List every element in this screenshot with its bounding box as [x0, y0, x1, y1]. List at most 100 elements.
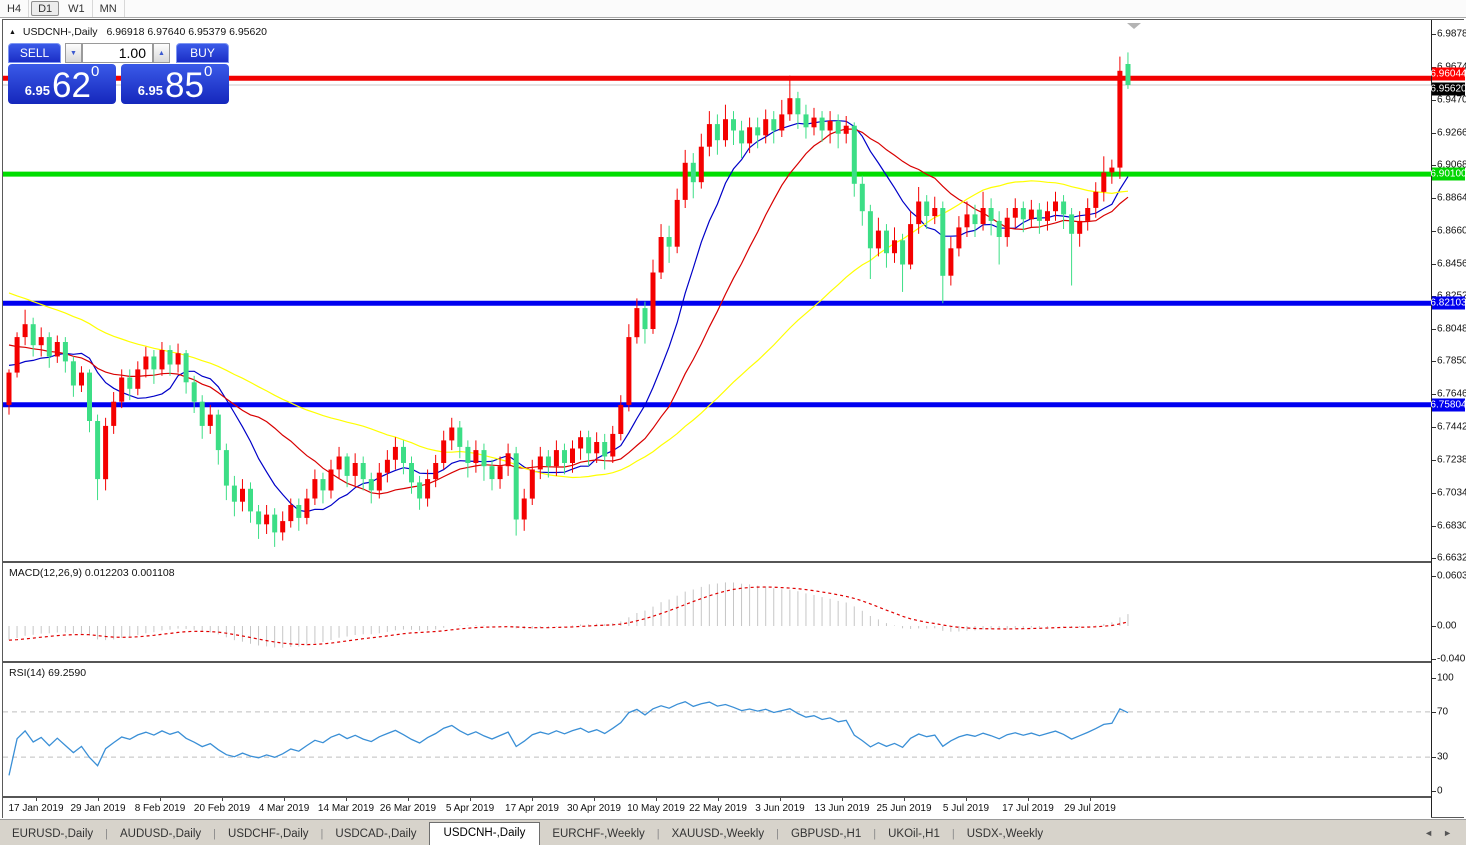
sell-price-button[interactable]: 6.95 62 0 — [8, 64, 116, 104]
sell-price-big: 62 — [52, 66, 91, 105]
macd-label: MACD(12,26,9) 0.012203 0.001108 — [9, 567, 175, 579]
date-tick-label: 30 Apr 2019 — [567, 803, 621, 814]
rsi-axis-tick — [1432, 791, 1436, 792]
timeframe-button-d1[interactable]: D1 — [31, 1, 60, 16]
date-tick-mark — [594, 798, 595, 801]
price-label: 6.90680 — [1437, 159, 1466, 171]
rsi-axis-label: 100 — [1437, 672, 1454, 684]
date-tick-label: 17 Apr 2019 — [505, 803, 559, 814]
price-label: 6.68300 — [1437, 520, 1466, 532]
volume-increase-button[interactable]: ▲ — [153, 43, 170, 63]
date-tick-mark — [160, 798, 161, 801]
date-tick-label: 8 Feb 2019 — [134, 803, 186, 814]
rsi-axis-tick — [1432, 757, 1436, 759]
buy-price-button[interactable]: 6.95 85 0 — [121, 64, 229, 104]
tabs-scroll-left-icon[interactable]: ◄ — [1424, 828, 1434, 838]
date-tick-mark — [780, 798, 781, 801]
chart-tab-xauusdweekly[interactable]: XAUUSD-,Weekly — [671, 828, 765, 840]
date-tick-label: 4 Mar 2019 — [258, 803, 310, 814]
one-click-trading-panel: SELL ▼ 1.00 ▲ BUY 6.95 62 0 6.95 85 0 — [8, 43, 232, 104]
tab-divider: | — [105, 828, 109, 840]
chart-tab-eurchfweekly[interactable]: EURCHF-,Weekly — [552, 828, 645, 840]
timeframe-button-w1[interactable]: W1 — [61, 0, 93, 17]
date-tick-mark — [284, 798, 285, 801]
timeframe-button-mn[interactable]: MN — [93, 0, 125, 17]
date-tick-mark — [470, 798, 471, 801]
date-tick-mark — [718, 798, 719, 801]
rsi-axis-label: 30 — [1437, 751, 1449, 763]
chart-tab-audusddaily[interactable]: AUDUSD-,Daily — [120, 828, 202, 840]
macd-axis-label: 0.00 — [1437, 620, 1457, 632]
macd-chart — [8, 582, 1129, 648]
macd-pane[interactable]: MACD(12,26,9) 0.012203 0.001108 — [3, 561, 1431, 661]
main-chart-pane[interactable]: ▲ USDCNH-,Daily 6.96918 6.97640 6.95379 … — [3, 20, 1431, 561]
collapse-arrow-icon[interactable]: ▲ — [9, 29, 16, 36]
rsi-axis-label: 70 — [1437, 706, 1449, 718]
chart-tab-usdchfdaily[interactable]: USDCHF-,Daily — [228, 828, 309, 840]
price-axis[interactable]: 6.98780 6.96740 6.94700 6.92660 6.90680 6.886… — [1430, 20, 1466, 817]
buy-button[interactable]: BUY — [176, 43, 229, 63]
tabs-scroll-right-icon[interactable]: ► — [1443, 828, 1452, 838]
date-tick-mark — [36, 798, 37, 801]
date-tick-mark — [904, 798, 905, 801]
price-label: 6.96740 — [1437, 61, 1466, 72]
chart-window: ▲ USDCNH-,Daily 6.96918 6.97640 6.95379 … — [2, 19, 1466, 819]
price-badge: 6.95620 — [1430, 82, 1466, 96]
rsi-label: RSI(14) 69.2590 — [9, 667, 87, 679]
chart-tab-gbpusdh1[interactable]: GBPUSD-,H1 — [790, 828, 862, 840]
sell-button[interactable]: SELL — [8, 43, 61, 63]
price-label: 6.84560 — [1437, 258, 1466, 269]
price-tick — [1432, 361, 1436, 363]
ohlc-values: 6.96918 6.97640 6.95379 6.95620 — [106, 26, 268, 38]
tab-divider: | — [951, 828, 955, 840]
date-tick-mark — [842, 798, 843, 801]
chart-tab-eurusddaily[interactable]: EURUSD-,Daily — [12, 828, 94, 840]
volume-input[interactable]: 1.00 — [82, 43, 153, 63]
date-tick-mark — [1090, 798, 1091, 801]
timeframe-button-h4[interactable]: H4 — [0, 0, 30, 17]
price-tick — [1432, 263, 1436, 265]
price-badge: 6.96044 — [1430, 67, 1466, 81]
price-tick — [1432, 460, 1436, 462]
chart-tab-usdxweekly[interactable]: USDX-,Weekly — [966, 828, 1044, 840]
price-label: 6.88640 — [1437, 192, 1466, 204]
price-label: 6.78500 — [1437, 355, 1466, 367]
date-tick-label: 10 May 2019 — [627, 803, 685, 814]
date-tick-label: 13 Jun 2019 — [814, 803, 870, 814]
price-tick — [1432, 525, 1436, 527]
chart-tab-ukoilh1[interactable]: UKOil-,H1 — [888, 828, 940, 840]
price-tick — [1432, 197, 1436, 199]
candlestick-chart[interactable] — [3, 20, 1431, 561]
date-tick-label: 5 Apr 2019 — [445, 803, 495, 814]
tab-divider: | — [873, 828, 877, 840]
price-label: 6.74420 — [1437, 421, 1466, 433]
date-tick-label: 14 Mar 2019 — [317, 803, 375, 814]
price-label: 6.70340 — [1437, 487, 1466, 499]
price-tick — [1432, 557, 1436, 559]
price-tick — [1432, 66, 1436, 68]
tab-divider: | — [320, 828, 324, 840]
buy-price-sup: 0 — [203, 63, 213, 80]
rsi-axis-label: 0 — [1437, 785, 1443, 797]
chart-title: ▲ USDCNH-,Daily 6.96918 6.97640 6.95379 … — [9, 26, 267, 38]
volume-decrease-button[interactable]: ▼ — [65, 43, 82, 63]
date-tick-label: 25 Jun 2019 — [876, 803, 932, 814]
rsi-pane[interactable]: RSI(14) 69.2590 — [3, 661, 1431, 796]
date-tick-label: 29 Jul 2019 — [1064, 803, 1116, 814]
tab-divider: | — [776, 828, 779, 840]
chart-tab-usdcnhdaily[interactable]: USDCNH-,Daily — [428, 822, 541, 845]
date-axis[interactable]: 17 Jan 2019 29 Jan 2019 8 Feb 2019 20 Feb 2… — [3, 796, 1431, 819]
rsi-axis-tick — [1432, 678, 1436, 679]
chart-tab-usdcaddaily[interactable]: USDCAD-,Daily — [335, 828, 417, 840]
sell-price-small: 6.95 — [24, 83, 51, 98]
buy-price-big: 85 — [165, 66, 204, 105]
price-tick — [1432, 132, 1436, 134]
date-tick-label: 17 Jan 2019 — [8, 803, 64, 814]
date-tick-label: 26 Mar 2019 — [379, 803, 437, 814]
symbol-name: USDCNH-,Daily — [22, 26, 98, 38]
date-tick-label: 22 May 2019 — [689, 803, 747, 814]
price-label: 6.98780 — [1437, 28, 1466, 40]
chart-tab-bar: EURUSD-,Daily | AUDUSD-,Daily | USDCHF-,Dail… — [0, 819, 1466, 845]
date-tick-label: 20 Feb 2019 — [193, 803, 251, 814]
macd-axis-tick — [1432, 626, 1436, 627]
